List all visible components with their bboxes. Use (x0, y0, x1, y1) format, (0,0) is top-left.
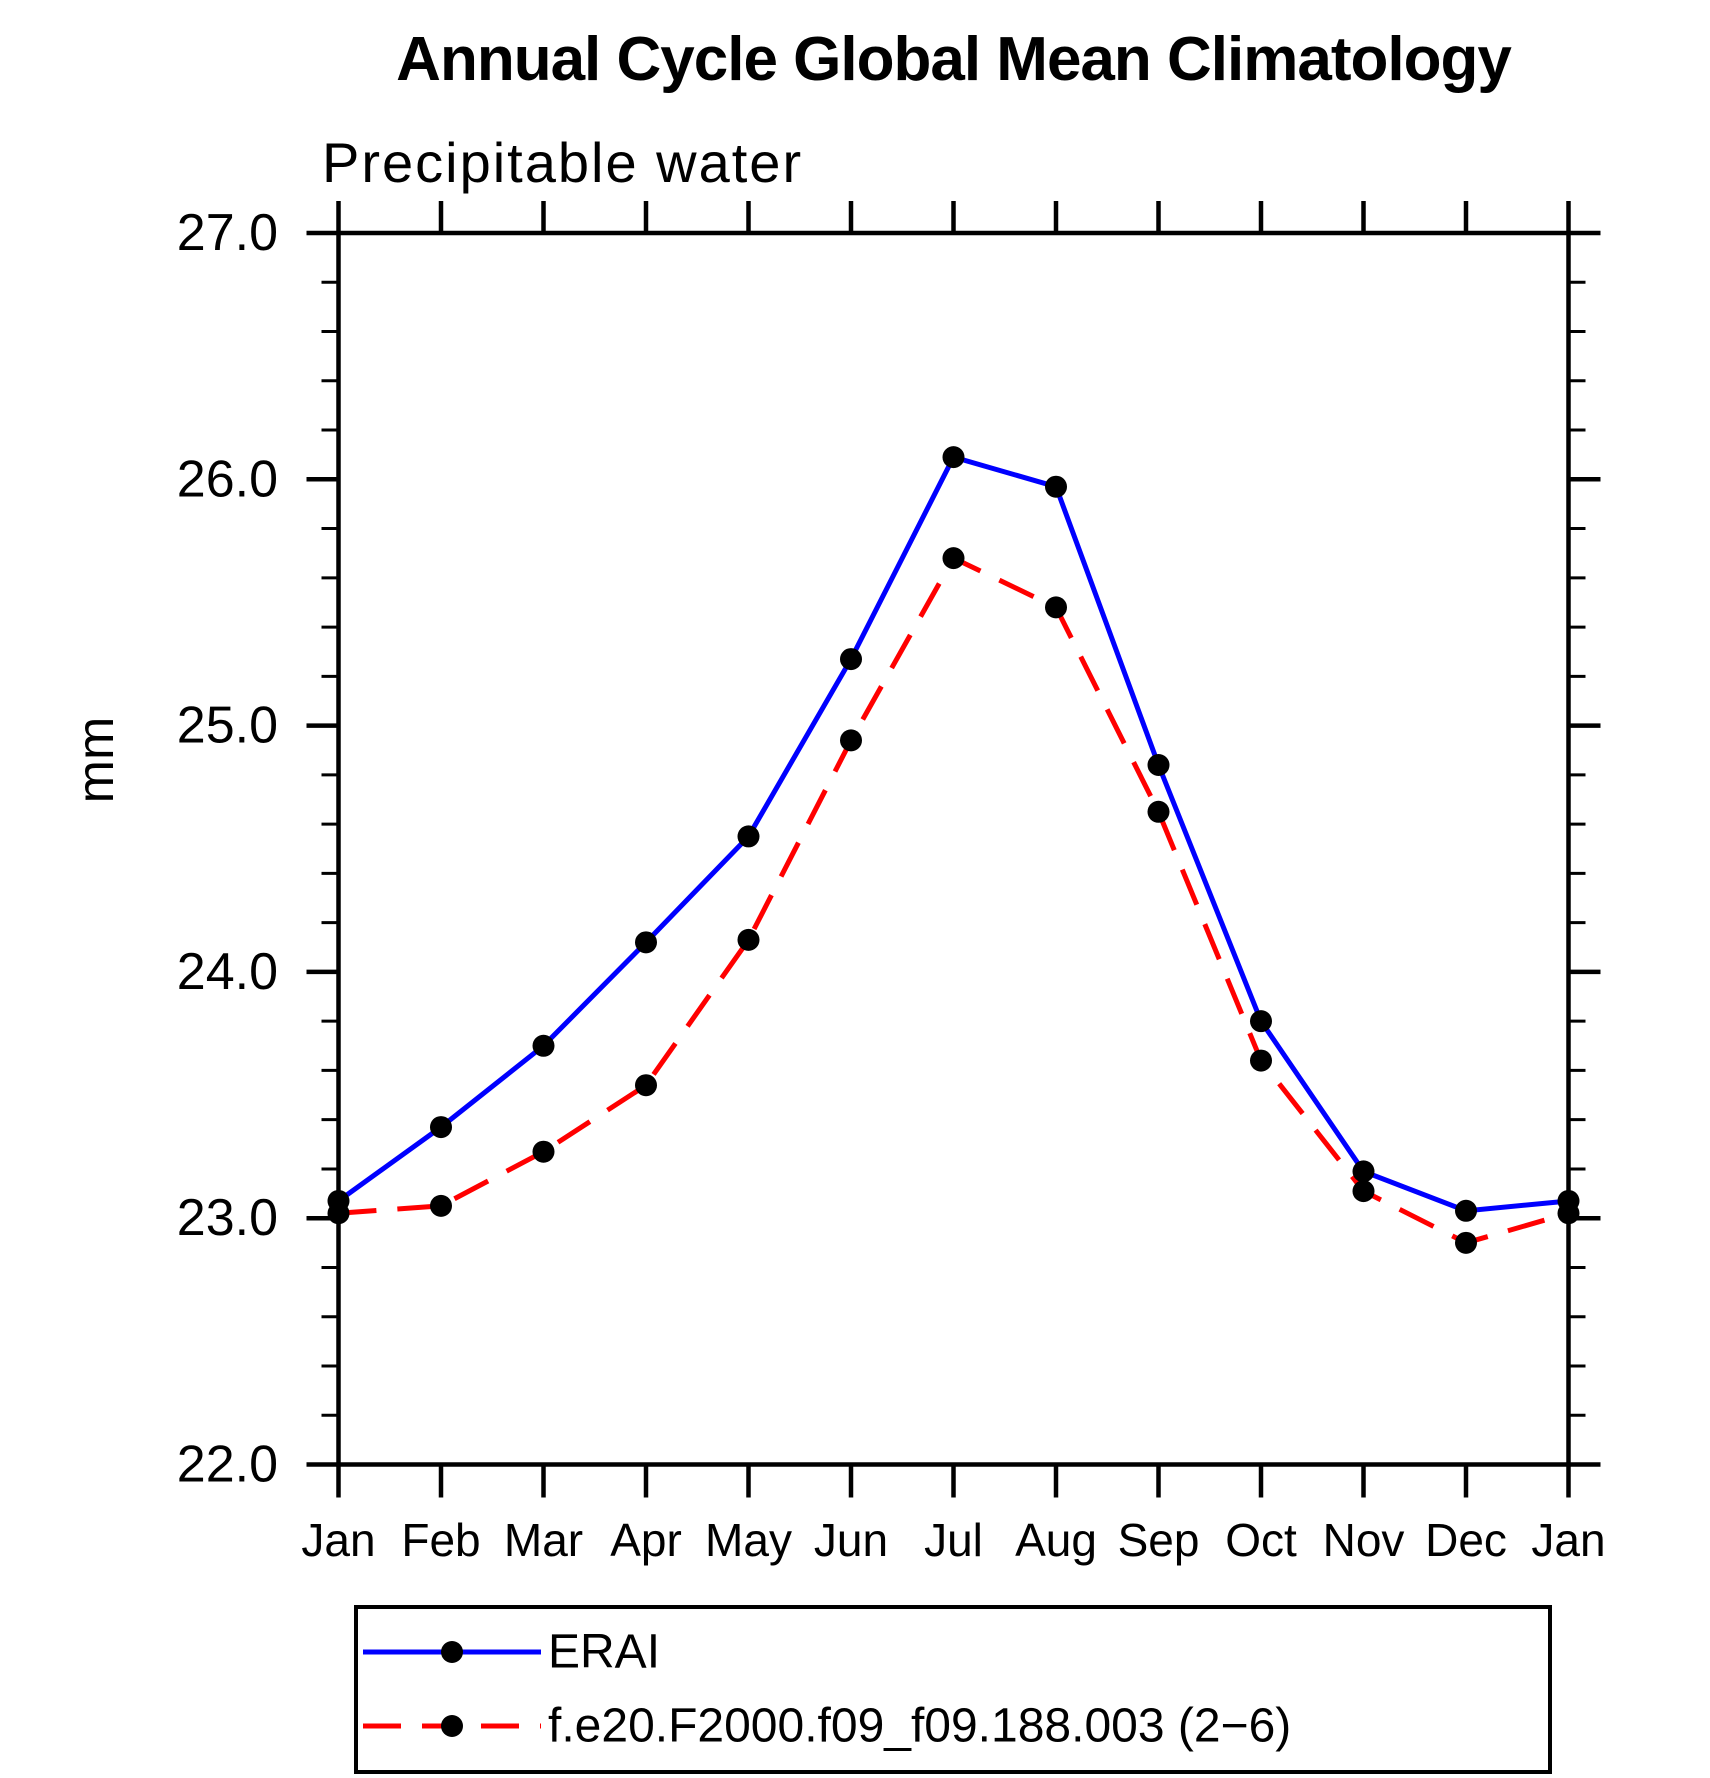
y-tick-label: 27.0 (177, 204, 278, 262)
legend-box (354, 1605, 1552, 1774)
data-point-marker (1045, 596, 1067, 619)
data-point-marker (840, 729, 862, 752)
data-point-marker (327, 1202, 350, 1225)
month-label: Jun (814, 1514, 888, 1566)
y-tick-label: 24.0 (177, 943, 278, 1001)
data-point-marker (1045, 475, 1067, 498)
y-tick-labels: 22.0 23.0 24.0 25.0 26.0 27.0 (177, 204, 278, 1494)
model-line (338, 554, 1570, 1246)
x-tick-labels: Jan Feb Mar Apr May Jun Jul Aug Sep Oct Nov Dec Jan (301, 1514, 1605, 1566)
month-label: Jan (301, 1514, 375, 1566)
y-tick-label: 25.0 (177, 697, 278, 755)
data-point-marker (1250, 1010, 1272, 1033)
data-point-marker (635, 1074, 657, 1097)
data-point-marker (430, 1194, 452, 1217)
legend-erai-label: ERAI (548, 1626, 660, 1679)
data-point-marker (1455, 1199, 1477, 1222)
data-point-marker (942, 446, 965, 469)
data-point-marker (1352, 1180, 1375, 1203)
data-point-marker (942, 547, 965, 570)
month-label: Apr (610, 1514, 682, 1566)
month-label: Feb (401, 1514, 480, 1566)
axis-ticks (306, 201, 1601, 1498)
month-label: Nov (1323, 1514, 1405, 1566)
month-label: Jan (1531, 1514, 1605, 1566)
data-point-marker (737, 928, 760, 951)
month-label: Mar (504, 1514, 583, 1566)
data-point-marker (532, 1034, 555, 1057)
data-point-marker (1557, 1202, 1580, 1225)
model-markers (327, 547, 1580, 1254)
data-point-marker (635, 931, 657, 954)
legend: ERAI f.e20.F2000.f09_f09.188.003 (2−6) (354, 1605, 1552, 1774)
data-point-marker (430, 1116, 452, 1139)
month-label: Aug (1015, 1514, 1097, 1566)
y-tick-label: 26.0 (177, 450, 278, 508)
data-point-marker (1352, 1160, 1375, 1183)
legend-model-marker (441, 1715, 463, 1737)
data-point-marker (1455, 1231, 1477, 1254)
data-point-marker (1250, 1049, 1272, 1072)
y-tick-label: 23.0 (177, 1189, 278, 1247)
data-point-marker (737, 825, 760, 848)
month-label: Jul (924, 1514, 983, 1566)
month-label: Sep (1118, 1514, 1200, 1566)
data-point-marker (532, 1140, 555, 1163)
chart-title: Annual Cycle Global Mean Climatology (396, 25, 1512, 94)
plot-border (336, 230, 1571, 1467)
legend-model-label: f.e20.F2000.f09_f09.188.003 (2−6) (548, 1700, 1291, 1753)
month-label: Dec (1425, 1514, 1507, 1566)
data-point-marker (1147, 800, 1170, 823)
data-point-marker (1147, 754, 1170, 777)
legend-erai-marker (441, 1641, 463, 1663)
month-label: May (705, 1514, 792, 1566)
erai-markers (327, 446, 1580, 1222)
chart-subtitle: Precipitable water (322, 131, 804, 194)
data-point-marker (840, 648, 862, 671)
erai-line (337, 454, 1569, 1214)
month-label: Oct (1225, 1514, 1297, 1566)
y-tick-label: 22.0 (177, 1436, 278, 1494)
